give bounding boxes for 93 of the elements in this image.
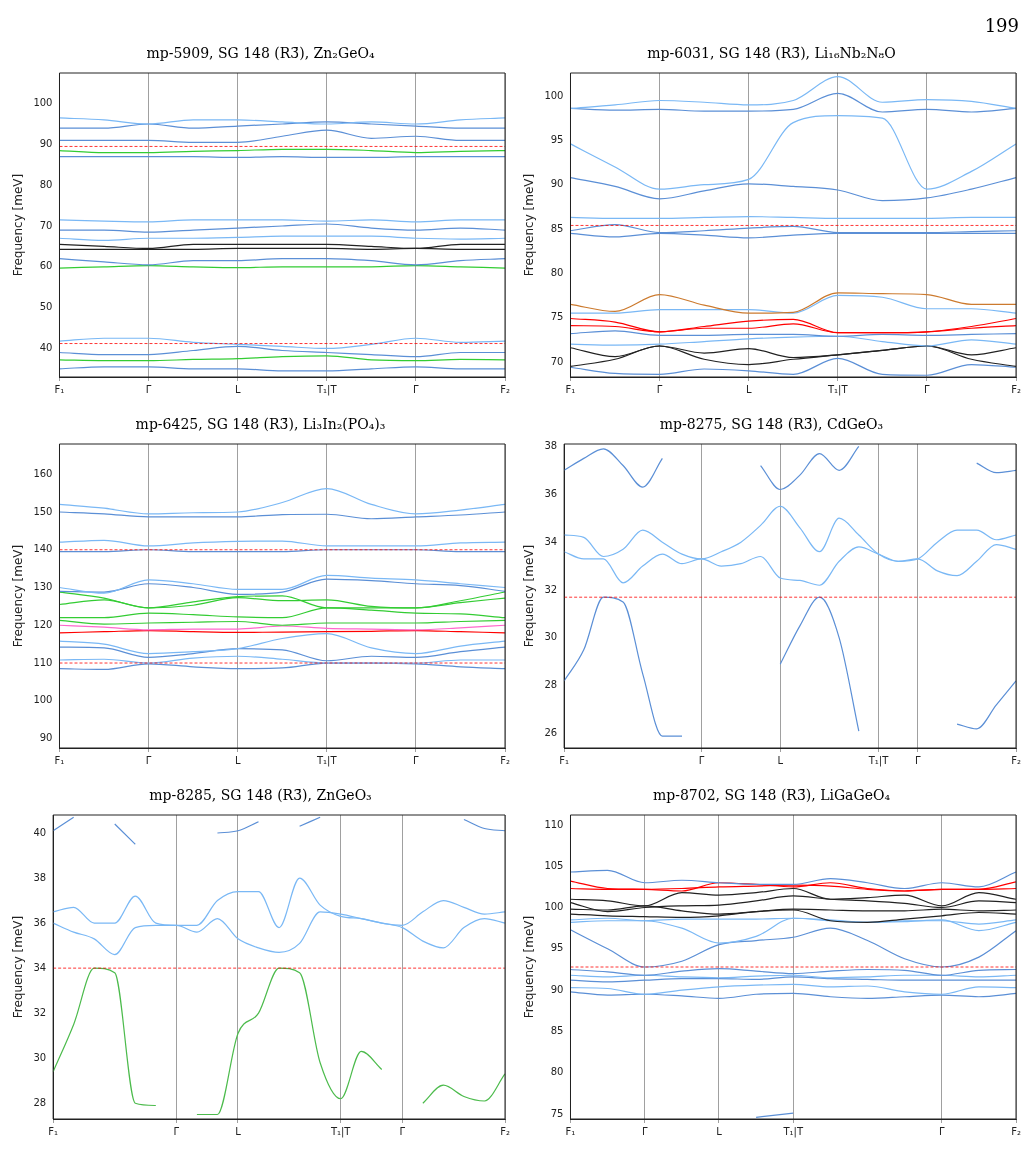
x-tick-label: F₂ bbox=[500, 1125, 510, 1137]
y-tick-label: 40 bbox=[33, 826, 47, 838]
y-axis-title: Frequency [meV] bbox=[522, 915, 537, 1019]
y-tick-label: 160 bbox=[33, 467, 53, 479]
y-tick-label: 110 bbox=[33, 656, 53, 668]
y-tick-label: 85 bbox=[550, 1025, 564, 1037]
y-tick-label: 100 bbox=[544, 89, 564, 101]
x-tick-label: F₁ bbox=[48, 1125, 59, 1137]
x-tick-label: L bbox=[234, 383, 241, 395]
x-tick-label: F₁ bbox=[54, 383, 65, 395]
y-tick-label: 40 bbox=[39, 342, 53, 354]
y-tick-label: 26 bbox=[544, 727, 558, 739]
y-tick-label: 38 bbox=[33, 871, 47, 883]
x-tick-label: T₁|T bbox=[826, 383, 849, 396]
y-tick-label: 70 bbox=[39, 219, 53, 231]
x-tick-label: F₂ bbox=[1011, 383, 1021, 395]
x-tick-label: Γ bbox=[641, 1125, 648, 1137]
chart-title: mp-8285, SG 148 (R3̄), ZnGeO₃ bbox=[148, 786, 373, 805]
y-tick-label: 85 bbox=[550, 222, 564, 234]
y-tick-label: 32 bbox=[33, 1006, 47, 1018]
y-tick-label: 34 bbox=[544, 535, 558, 547]
y-tick-label: 100 bbox=[544, 901, 564, 913]
y-tick-label: 38 bbox=[544, 439, 558, 451]
y-tick-label: 50 bbox=[39, 301, 53, 313]
x-tick-label: T₁|T bbox=[329, 1125, 352, 1138]
chart-title: mp-6031, SG 148 (R3̄), Li₁₆Nb₂N₈O bbox=[646, 44, 897, 63]
x-tick-label: Γ bbox=[698, 754, 705, 766]
y-tick-label: 130 bbox=[33, 581, 53, 593]
y-tick-label: 90 bbox=[550, 178, 564, 190]
y-tick-label: 80 bbox=[39, 178, 53, 190]
x-tick-label: L bbox=[745, 383, 752, 395]
x-tick-label: F₂ bbox=[500, 754, 510, 766]
y-axis-title: Frequency [meV] bbox=[11, 544, 26, 648]
y-tick-label: 28 bbox=[544, 679, 558, 691]
x-tick-label: L bbox=[234, 754, 241, 766]
y-tick-label: 105 bbox=[544, 859, 564, 871]
x-tick-label: Γ bbox=[399, 1125, 406, 1137]
y-tick-label: 80 bbox=[550, 1066, 564, 1078]
x-tick-label: Γ bbox=[145, 383, 152, 395]
text: 199 bbox=[984, 14, 1019, 36]
y-tick-label: 95 bbox=[550, 133, 564, 145]
x-tick-label: F₁ bbox=[54, 754, 65, 766]
x-tick-label: L bbox=[777, 754, 784, 766]
y-tick-label: 75 bbox=[550, 1107, 564, 1119]
x-tick-label: F₁ bbox=[565, 1125, 576, 1137]
y-tick-label: 95 bbox=[550, 942, 564, 954]
x-tick-label: Γ bbox=[938, 1125, 945, 1137]
y-tick-label: 36 bbox=[33, 916, 47, 928]
y-tick-label: 110 bbox=[544, 818, 564, 830]
y-tick-label: 140 bbox=[33, 543, 53, 555]
x-tick-label: F₂ bbox=[1011, 1125, 1021, 1137]
y-tick-label: 34 bbox=[33, 961, 47, 973]
y-axis-title: Frequency [meV] bbox=[522, 544, 537, 648]
x-tick-label: Γ bbox=[924, 383, 931, 395]
y-tick-label: 90 bbox=[39, 138, 53, 149]
y-tick-label: 90 bbox=[550, 983, 564, 995]
y-tick-label: 100 bbox=[33, 97, 53, 109]
x-tick-label: F₁ bbox=[565, 383, 576, 395]
x-tick-label: Γ bbox=[145, 754, 152, 766]
y-tick-label: 80 bbox=[550, 266, 564, 278]
chart-title: mp-8275, SG 148 (R3̄), CdGeO₃ bbox=[658, 415, 885, 434]
y-tick-label: 36 bbox=[544, 487, 558, 499]
y-tick-label: 90 bbox=[39, 732, 53, 744]
x-tick-label: F₂ bbox=[500, 383, 510, 395]
y-tick-label: 70 bbox=[550, 355, 564, 367]
y-axis-title: Frequency [meV] bbox=[11, 173, 26, 277]
x-tick-label: T₁|T bbox=[782, 1125, 804, 1138]
x-tick-label: Γ bbox=[656, 383, 663, 395]
x-tick-label: T₁|T bbox=[315, 383, 338, 396]
y-tick-label: 100 bbox=[33, 694, 53, 706]
x-tick-label: T₁|T bbox=[867, 754, 890, 767]
y-tick-label: 120 bbox=[33, 618, 53, 630]
chart-title: mp-6425, SG 148 (R3̄), Li₃In₂(PO₄)₃ bbox=[134, 415, 387, 434]
y-tick-label: 150 bbox=[33, 505, 53, 517]
x-tick-label: F₁ bbox=[559, 754, 570, 766]
x-tick-label: Γ bbox=[914, 754, 921, 766]
x-tick-label: Γ bbox=[413, 383, 420, 395]
y-tick-label: 30 bbox=[33, 1051, 47, 1063]
x-tick-label: Γ bbox=[413, 754, 420, 766]
y-axis-title: Frequency [meV] bbox=[11, 915, 26, 1019]
x-tick-label: F₂ bbox=[1011, 754, 1021, 766]
chart-title: mp-8702, SG 148 (R3̄), LiGaGeO₄ bbox=[652, 786, 891, 805]
x-tick-label: Γ bbox=[173, 1125, 180, 1137]
chart-title: mp-5909, SG 148 (R3̄), Zn₂GeO₄ bbox=[145, 44, 376, 63]
y-tick-label: 60 bbox=[39, 260, 53, 272]
y-tick-label: 30 bbox=[544, 631, 558, 643]
y-tick-label: 32 bbox=[544, 583, 558, 595]
y-tick-label: 28 bbox=[33, 1096, 47, 1108]
y-tick-label: 75 bbox=[550, 311, 564, 323]
y-axis-title: Frequency [meV] bbox=[522, 173, 537, 277]
x-tick-label: L bbox=[235, 1125, 242, 1137]
x-tick-label: L bbox=[716, 1125, 723, 1137]
x-tick-label: T₁|T bbox=[315, 754, 338, 767]
